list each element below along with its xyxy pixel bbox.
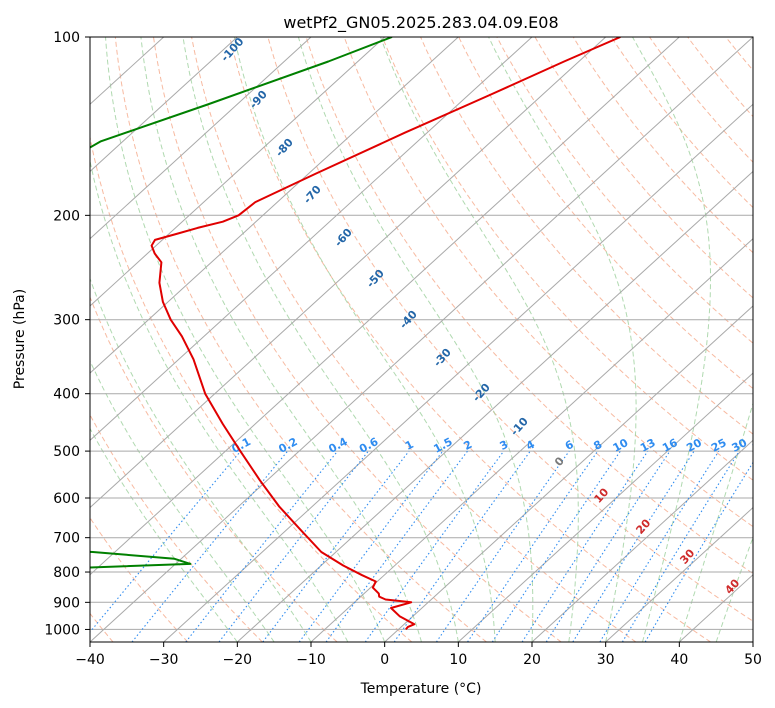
- mixing-ratio-line: [521, 450, 649, 642]
- mixing-ratio-line: [364, 450, 505, 642]
- y-tick-label: 400: [53, 387, 80, 403]
- dry-adiabat-line: [420, 37, 753, 435]
- mixing-ratio-line: [90, 450, 242, 633]
- isotherm-line: [90, 37, 680, 576]
- mixing-ratio-line: [393, 450, 531, 642]
- x-tick-label: 20: [523, 652, 541, 668]
- moist-adiabat-line: [678, 401, 753, 642]
- isotherm-line: [384, 305, 753, 642]
- moist-adiabat-line: [90, 427, 238, 642]
- moist-adiabat-line: [90, 359, 275, 642]
- x-tick-label: 50: [744, 652, 762, 668]
- dry-adiabat-line: [153, 37, 562, 642]
- x-tick-label: −10: [296, 652, 326, 668]
- mixing-ratio-line: [131, 450, 289, 642]
- moist-adiabat-line: [632, 37, 711, 642]
- mixing-ratio-line: [325, 450, 468, 642]
- x-tick-label: 0: [380, 652, 389, 668]
- y-tick-label: 900: [53, 595, 80, 611]
- mixing-ratio-label: 30: [730, 436, 750, 455]
- dry-adiabat-line: [90, 295, 338, 642]
- x-tick-label: 30: [597, 652, 615, 668]
- isotherm-line: [90, 37, 312, 240]
- isotherm-line: [163, 103, 753, 642]
- isotherm-line: [90, 37, 753, 642]
- dry-adiabat-line: [191, 37, 637, 642]
- y-axis-title: Pressure (hPa): [12, 289, 28, 389]
- dry-adiabat-line: [229, 37, 711, 642]
- mixing-ratio-label: 16: [660, 436, 680, 455]
- isotherm-line: [310, 237, 753, 642]
- mixing-ratio-line: [572, 450, 695, 642]
- plot-frame: [89, 36, 754, 643]
- moist-adiabat-line: [233, 37, 496, 642]
- series-layer: [90, 37, 621, 631]
- dry-adiabat-line: [496, 37, 753, 344]
- moist-adiabat-line: [140, 37, 422, 642]
- mixing-ratio-line: [298, 450, 444, 642]
- y-tick-label: 300: [53, 313, 80, 329]
- mixing-ratio-label: 36: [750, 436, 770, 455]
- mixing-ratio-label: 10: [611, 436, 631, 455]
- isotherm-line: [90, 37, 459, 374]
- moist-adiabat-line: [182, 37, 459, 642]
- x-tick-label: −30: [149, 652, 179, 668]
- y-tick-label: 700: [53, 531, 80, 547]
- dry-adiabat-line: [267, 37, 753, 622]
- x-tick-label: −20: [223, 652, 253, 668]
- dry-adiabat-line: [343, 37, 753, 528]
- mixing-ratio-label: 13: [638, 436, 658, 455]
- mixing-ratio-line: [621, 450, 740, 642]
- y-tick-label: 600: [53, 491, 80, 507]
- mixing-ratio-line: [185, 450, 339, 642]
- isotherm-line: [236, 170, 753, 642]
- axis-layer: −40 −30 −20 −10 0 10 20 30 40 50 100 200 300 400 500 60…: [44, 30, 762, 668]
- isotherm-line: [531, 439, 753, 642]
- isotherm-line: [90, 37, 607, 509]
- mixing-ratio-line: [262, 450, 410, 642]
- isotherm-line: [90, 37, 533, 442]
- moist-adiabat-line: [90, 158, 349, 642]
- moist-adiabat-line: [488, 37, 637, 642]
- grid-layer: [90, 37, 753, 642]
- y-tick-label: 500: [53, 444, 80, 460]
- dry-adiabat-line: [90, 413, 263, 642]
- isotherm-line: [457, 372, 753, 642]
- y-tick-label: 100: [53, 30, 80, 46]
- chart-title: wetPf2_GN05.2025.283.04.09.E08: [283, 13, 558, 33]
- x-tick-label: −40: [75, 652, 105, 668]
- mixing-ratio-line: [435, 450, 570, 642]
- x-tick-label: 40: [670, 652, 688, 668]
- dry-adiabat-line: [114, 37, 487, 642]
- y-tick-label: 1000: [44, 622, 80, 638]
- x-axis-title: Temperature (°C): [360, 681, 482, 697]
- y-tick-label: 200: [53, 208, 80, 224]
- mixing-ratio-line: [491, 450, 621, 642]
- moist-adiabat-line: [715, 535, 753, 642]
- isotherm-line: [90, 37, 238, 173]
- y-tick-label: 800: [53, 565, 80, 581]
- moist-adiabat-line: [380, 37, 579, 642]
- isotherm-line: [605, 506, 753, 642]
- mixing-ratio-line: [467, 450, 599, 642]
- dry-adiabat-line: [534, 37, 753, 299]
- mixing-ratio-label: 20: [684, 436, 704, 455]
- moist-adiabat-line: [297, 37, 534, 642]
- mixing-ratio-line: [545, 450, 671, 642]
- isotherm-line: [90, 37, 386, 307]
- dry-adiabat-line: [305, 37, 753, 575]
- x-tick-label: 10: [449, 652, 467, 668]
- temperature-profile-line: [150, 37, 621, 631]
- mixing-ratio-label: 25: [709, 436, 729, 455]
